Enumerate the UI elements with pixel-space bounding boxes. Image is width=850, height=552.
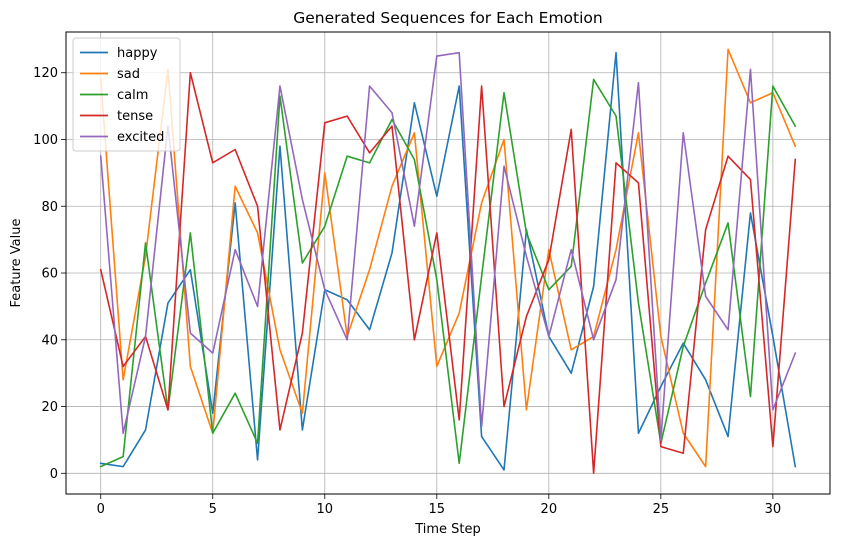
y-tick-label: 20 (41, 400, 58, 415)
y-tick-label: 40 (41, 333, 58, 348)
legend-label-tense: tense (117, 109, 153, 124)
x-tick-label: 5 (209, 502, 217, 517)
legend-box (72, 37, 181, 152)
legend-label-happy: happy (117, 46, 158, 61)
x-tick-label: 10 (317, 502, 334, 517)
y-tick-label: 80 (41, 200, 58, 215)
legend-label-sad: sad (117, 67, 140, 82)
legend-label-excited: excited (117, 130, 164, 145)
grid-lines (66, 32, 830, 494)
plot-frame (65, 31, 831, 495)
series-line-tense (99, 71, 797, 475)
chart-title: Generated Sequences for Each Emotion (293, 9, 603, 27)
y-tick-label: 100 (33, 133, 58, 148)
axis-ticks: 0 5 10 15 20 25 30 0 20 40 60 80 100 120 (33, 66, 781, 517)
x-axis-label: Time Step (414, 522, 481, 537)
series-lines (99, 48, 797, 475)
x-tick-label: 30 (765, 502, 782, 517)
y-tick-label: 60 (41, 267, 58, 282)
y-tick-label: 0 (50, 467, 58, 482)
x-tick-label: 25 (653, 502, 670, 517)
series-line-excited (99, 51, 797, 441)
y-axis-label: Feature Value (9, 219, 24, 308)
y-tick-label: 120 (33, 66, 58, 81)
x-tick-label: 0 (97, 502, 105, 517)
series-line-happy (99, 51, 797, 471)
series-line-sad (99, 48, 797, 468)
legend-label-calm: calm (117, 88, 148, 103)
x-tick-label: 15 (429, 502, 446, 517)
series-line-calm (99, 78, 797, 468)
legend: happy sad calm tense excited (72, 37, 181, 152)
x-tick-label: 20 (541, 502, 558, 517)
